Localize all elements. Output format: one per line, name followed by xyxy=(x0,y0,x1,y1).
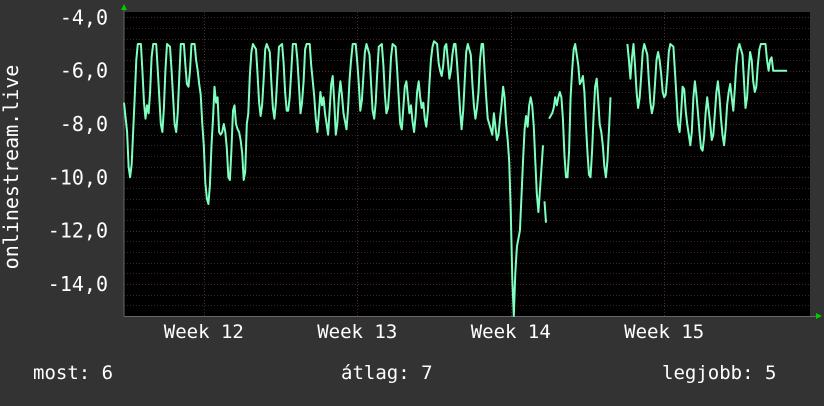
y-tick-label: -4,0 xyxy=(60,5,108,29)
y-tick-label: -8,0 xyxy=(60,112,108,136)
series-line xyxy=(543,201,547,223)
y-tick-label: -14,0 xyxy=(48,272,108,296)
y-tick-label: -12,0 xyxy=(48,219,108,243)
x-tick-label: Week 14 xyxy=(471,321,551,343)
y-axis-label: onlinestream.live xyxy=(0,65,23,270)
series-line xyxy=(123,40,544,317)
y-tick-label: -6,0 xyxy=(60,59,108,83)
x-tick-label: Week 13 xyxy=(317,321,397,343)
y-tick-labels: -4,0 -6,0 -8,0 -10,0 -12,0 -14,0 xyxy=(48,5,108,296)
stat-current: most: 6 xyxy=(33,362,114,384)
y-tick-label: -10,0 xyxy=(48,165,108,189)
x-axis-arrow-icon xyxy=(816,313,822,319)
x-tick-label: Week 12 xyxy=(164,321,244,343)
y-axis-arrow-icon xyxy=(121,4,127,10)
x-tick-label: Week 15 xyxy=(624,321,704,343)
stat-best: legjobb: 5 xyxy=(662,362,777,384)
grid xyxy=(124,12,810,317)
series xyxy=(123,40,787,317)
series-line xyxy=(626,43,787,152)
series-line xyxy=(548,43,612,179)
x-tick-labels: Week 12 Week 13 Week 14 Week 15 xyxy=(164,321,704,343)
axes xyxy=(121,4,822,319)
plot-area xyxy=(124,12,810,316)
stat-average: átlag: 7 xyxy=(341,362,433,384)
